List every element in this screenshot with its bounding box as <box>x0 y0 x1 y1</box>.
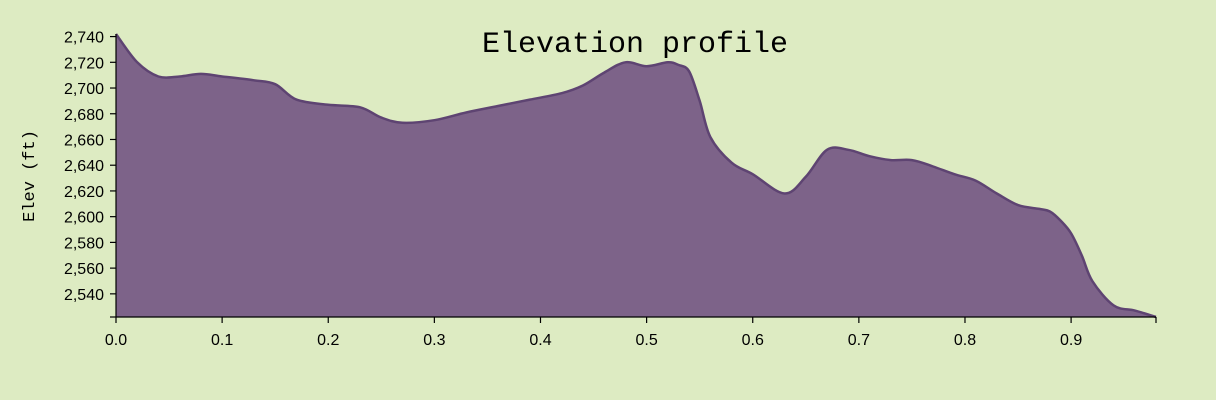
y-tick-label: 2,680 <box>64 107 104 124</box>
x-tick-label: 0.6 <box>742 332 764 349</box>
x-tick-label: 0.1 <box>211 332 233 349</box>
y-axis-label: Elev (ft) <box>21 130 40 222</box>
x-tick-label: 0.3 <box>423 332 445 349</box>
chart-title: Elevation profile <box>482 28 788 62</box>
x-tick-label: 0.5 <box>635 332 657 349</box>
area-layer <box>114 33 1157 319</box>
y-tick-label: 2,540 <box>64 287 104 304</box>
x-tick-label: 0.7 <box>848 332 870 349</box>
x-tick-label: 0.0 <box>105 332 127 349</box>
x-tick-label: 0.4 <box>529 332 551 349</box>
y-tick-label: 2,660 <box>64 132 104 149</box>
x-tick-label: 0.8 <box>954 332 976 349</box>
axes-layer: 2,540 2,560 2,580 2,600 2,620 2,640 2,660 2,680… <box>64 30 1157 349</box>
x-tick-label: 0.9 <box>1060 332 1082 349</box>
y-tick-label: 2,700 <box>64 81 104 98</box>
series-line <box>114 33 1157 319</box>
area-fill <box>116 34 1156 317</box>
y-tick-label: 2,580 <box>64 235 104 252</box>
y-tick-label: 2,560 <box>64 261 104 278</box>
y-tick-label: 2,600 <box>64 210 104 227</box>
y-tick-label: 2,620 <box>64 184 104 201</box>
y-tick-label: 2,740 <box>64 30 104 47</box>
x-tick-label: 0.2 <box>317 332 339 349</box>
y-tick-label: 2,640 <box>64 158 104 175</box>
y-tick-label: 2,720 <box>64 55 104 72</box>
